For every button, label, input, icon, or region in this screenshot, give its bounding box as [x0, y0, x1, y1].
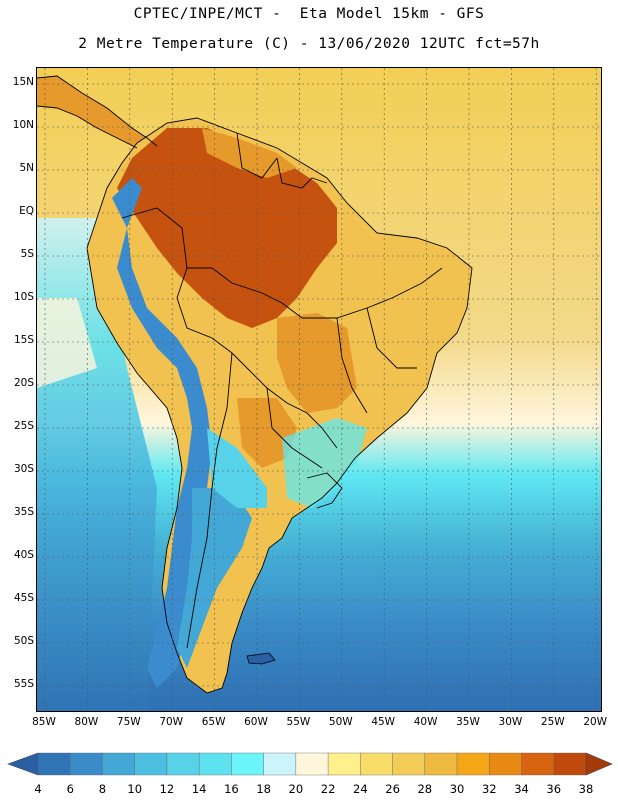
colorbar-tick-label: 26	[385, 782, 400, 796]
colorbar-bin	[553, 752, 587, 776]
colorbar-tick-label: 20	[288, 782, 304, 796]
colorbar-tick-label: 38	[578, 782, 594, 796]
colorbar-tick-label: 34	[514, 782, 529, 796]
lat-label: 5N	[19, 162, 34, 174]
lon-label: 85W	[32, 716, 56, 728]
central-america-coast	[37, 75, 158, 149]
colorbar-bin	[37, 752, 71, 776]
andes-cold-strip	[112, 178, 212, 688]
lon-label: 70W	[159, 716, 184, 728]
pacific-warm-patch	[37, 298, 97, 388]
lat-label: EQ	[19, 205, 34, 217]
border-bolivia-paraguay	[246, 367, 338, 449]
lat-label: 40S	[13, 549, 34, 561]
colorbar-bin	[102, 752, 135, 776]
lat-label: 25S	[13, 420, 34, 432]
colorbar-tick-label: 6	[66, 782, 74, 796]
colorbar-bin	[70, 752, 103, 776]
colorbar-bin	[231, 752, 264, 776]
title-line-2: 2 Metre Temperature (C) - 13/06/2020 12U…	[78, 36, 540, 52]
colorbar-bin	[360, 752, 393, 776]
colorbar-bin	[327, 752, 361, 776]
chaco-warm	[237, 398, 297, 468]
colorbar-bin	[489, 752, 522, 776]
colorbar-bin	[295, 752, 329, 776]
lat-label: 10S	[13, 291, 34, 303]
colorbar-tick-label: 32	[481, 782, 497, 796]
colorbar-tick-label: 28	[417, 782, 433, 796]
coastline	[86, 117, 473, 694]
colorbar-tick-label: 24	[353, 782, 368, 796]
colorbar-tick-label: 16	[224, 782, 239, 796]
lat-label: 35S	[13, 506, 34, 518]
lat-label: 30S	[13, 463, 34, 475]
colorbar-bin	[521, 752, 554, 776]
colorbar-bin	[424, 752, 458, 776]
border-colombia-peru-brazil	[121, 207, 303, 319]
border-peru-bolivia	[176, 267, 248, 369]
colorbar-tick-label: 18	[256, 782, 271, 796]
colorbar-tick-label: 30	[449, 782, 465, 796]
lon-label: 65W	[201, 716, 226, 728]
brazil-state-lines-2	[336, 317, 368, 414]
lon-label: 60W	[244, 716, 268, 728]
lat-label: 15N	[12, 76, 34, 88]
brazil-state-lines-3	[366, 307, 417, 369]
lon-label: 55W	[286, 716, 311, 728]
lon-label: 40W	[413, 716, 438, 728]
border-paraguay-argentina	[266, 387, 323, 469]
colorbar-bin	[456, 752, 490, 776]
lat-label: 5S	[20, 248, 34, 260]
lat-label: 45S	[13, 592, 34, 604]
lon-label: 25W	[540, 716, 565, 728]
lat-label: 55S	[13, 678, 34, 690]
colorbar-bin	[198, 752, 232, 776]
colorbar-tick-label: 22	[320, 782, 336, 796]
southern-brazil-cyan	[282, 418, 367, 508]
lat-label: 50S	[13, 635, 34, 647]
lon-label: 80W	[74, 716, 99, 728]
borders	[37, 75, 473, 694]
colorbar-bin	[263, 752, 297, 776]
argentina-cool	[207, 428, 267, 508]
lat-label: 20S	[13, 377, 34, 389]
lat-label: 15S	[13, 334, 34, 346]
lon-label: 35W	[456, 716, 480, 728]
colorbar-bin	[166, 752, 200, 776]
lon-label: 50W	[328, 716, 353, 728]
colorbar-under-arrow	[7, 752, 39, 776]
lat-label: 10N	[12, 119, 34, 131]
colorbar-bin	[134, 752, 168, 776]
colorbar-tick-label: 4	[34, 782, 42, 796]
guiana-warm-region	[202, 128, 297, 178]
lon-label: 20W	[583, 716, 608, 728]
border-venezuela-guyana	[236, 132, 278, 179]
lon-label: 30W	[498, 716, 523, 728]
colorbar-tick-label: 12	[159, 782, 175, 796]
eastern-brazil-mild	[347, 328, 417, 408]
central-america	[37, 76, 157, 154]
colorbar-tick-label: 36	[546, 782, 562, 796]
lon-label: 45W	[371, 716, 396, 728]
colorbar-tick-label: 14	[191, 782, 207, 796]
map-panel	[36, 67, 602, 712]
gridlines	[37, 68, 601, 711]
temperature-map	[37, 68, 601, 711]
border-guianas	[276, 157, 328, 189]
title-line-1: CPTEC/INPE/MCT - Eta Model 15km - GFS	[133, 6, 485, 22]
border-chile-argentina	[186, 352, 233, 649]
colorbar	[7, 752, 613, 776]
colorbar-bin	[392, 752, 426, 776]
lon-label: 75W	[116, 716, 141, 728]
colorbar-over-arrow	[585, 752, 613, 776]
brazil-state-lines	[302, 267, 443, 319]
colorbar-tick-label: 10	[127, 782, 143, 796]
falkland-islands	[246, 652, 276, 665]
colorbar-tick-label: 8	[98, 782, 107, 796]
